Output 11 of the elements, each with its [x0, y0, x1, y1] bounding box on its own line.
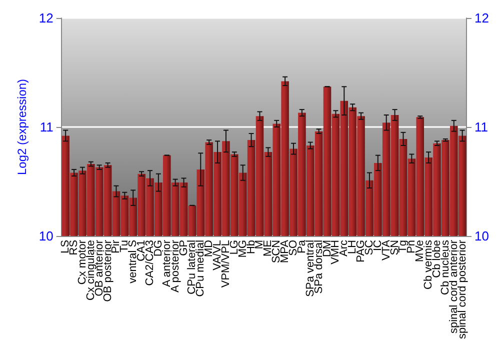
y-tick-label: 12	[38, 10, 54, 26]
x-tick-label: OB posterior	[102, 240, 114, 302]
y-axis-title: Log2 (expression)	[15, 78, 29, 176]
x-tick-label: spinal cord posterior	[456, 240, 468, 340]
y-tick-label: 10	[38, 228, 54, 244]
y2-tick-label: 11	[474, 119, 488, 134]
x-tick-label: A posterior	[169, 240, 182, 293]
y2-tick-label: 12	[474, 10, 490, 26]
y-tick-label: 11	[40, 119, 54, 134]
y2-tick-label: 10	[474, 228, 490, 244]
x-tick-label: Tg	[397, 240, 410, 253]
